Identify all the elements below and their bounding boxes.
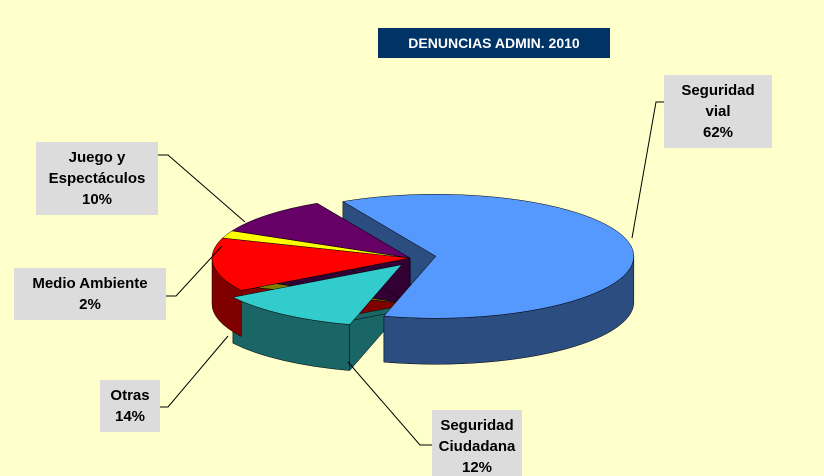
slice bbox=[232, 264, 403, 325]
label-name: Juego y Espectáculos bbox=[48, 149, 146, 187]
label-name: Medio Ambiente bbox=[32, 275, 148, 292]
label-name: Seguridad vial bbox=[681, 82, 755, 120]
leader-line bbox=[347, 361, 432, 446]
data-label: Otras 14% bbox=[100, 380, 160, 432]
label-value: 62% bbox=[702, 124, 734, 141]
data-label: Juego y Espectáculos 10% bbox=[36, 142, 158, 215]
data-label: Seguridad Ciudadana 12% bbox=[432, 410, 522, 476]
slice bbox=[342, 194, 635, 319]
slice bbox=[231, 202, 411, 259]
leader-line bbox=[166, 245, 223, 297]
leader-line bbox=[631, 101, 664, 239]
label-value: 2% bbox=[79, 296, 101, 313]
sides bbox=[211, 256, 635, 371]
label-name: Seguridad Ciudadana bbox=[438, 417, 516, 455]
label-name: Otras bbox=[110, 387, 150, 404]
slice bbox=[211, 237, 411, 291]
leader-line bbox=[160, 335, 229, 408]
chart-title: DENUNCIAS ADMIN. 2010 bbox=[378, 28, 610, 58]
leader-line bbox=[158, 154, 246, 223]
label-value: 10% bbox=[81, 191, 113, 208]
label-value: 12% bbox=[461, 459, 493, 476]
tops bbox=[211, 194, 635, 325]
label-value: 14% bbox=[114, 408, 146, 425]
data-label: Seguridad vial 62% bbox=[664, 75, 772, 148]
data-label: Medio Ambiente 2% bbox=[14, 268, 166, 320]
